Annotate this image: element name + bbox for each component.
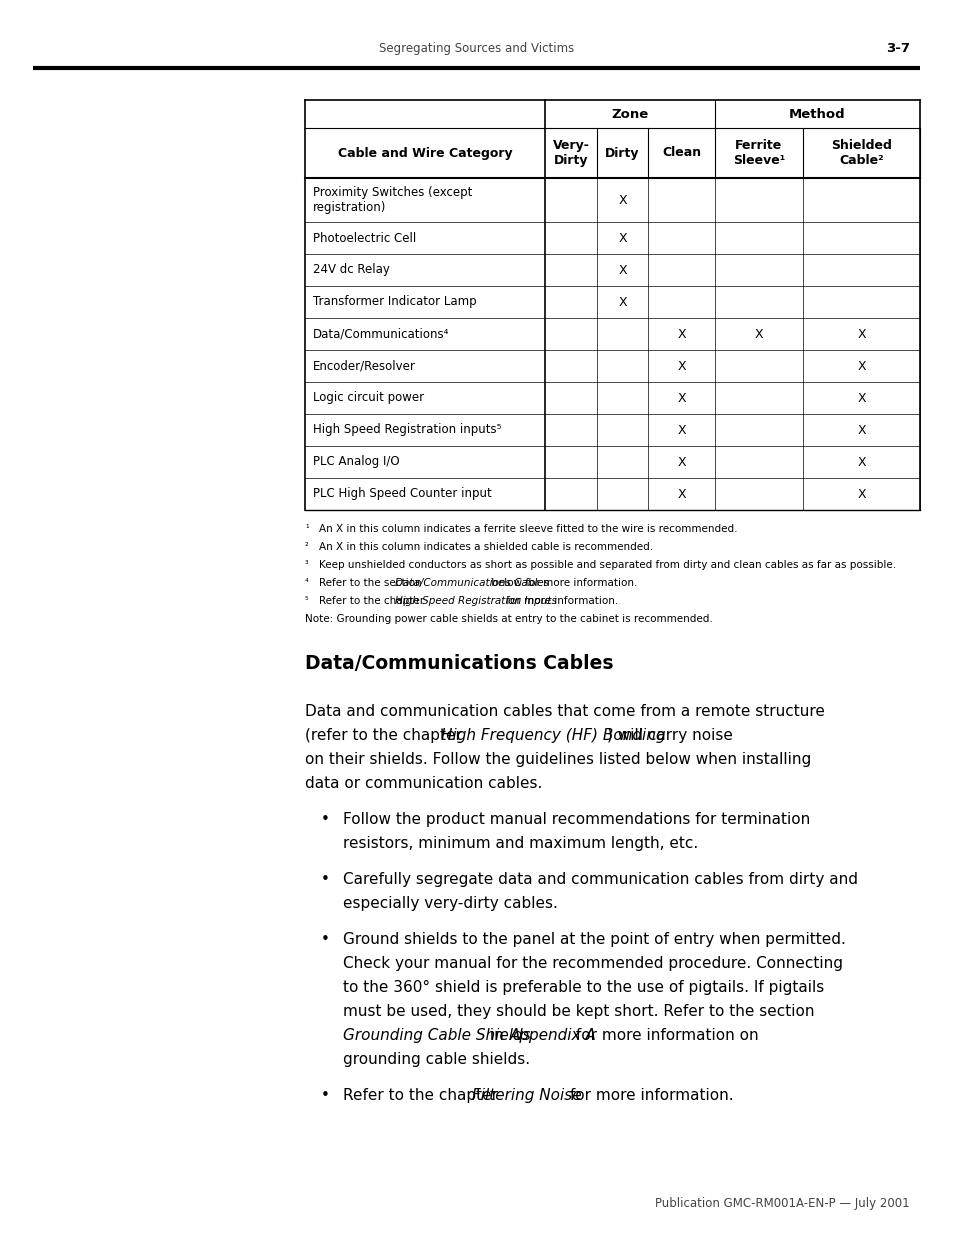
Text: X: X [677,456,685,468]
Text: High Speed Registration inputs⁵: High Speed Registration inputs⁵ [313,424,501,436]
Text: X: X [857,488,865,500]
Text: High Speed Registration Inputs: High Speed Registration Inputs [395,597,556,606]
Text: in: in [484,1028,508,1044]
Text: Follow the product manual recommendations for termination: Follow the product manual recommendation… [343,811,809,827]
Text: (refer to the chapter: (refer to the chapter [305,727,466,743]
Text: Check your manual for the recommended procedure. Connecting: Check your manual for the recommended pr… [343,956,842,971]
Text: An X in this column indicates a ferrite sleeve fitted to the wire is recommended: An X in this column indicates a ferrite … [318,524,737,534]
Text: Segregating Sources and Victims: Segregating Sources and Victims [379,42,574,56]
Text: X: X [677,359,685,373]
Text: resistors, minimum and maximum length, etc.: resistors, minimum and maximum length, e… [343,836,698,851]
Text: Refer to the chapter: Refer to the chapter [318,597,427,606]
Text: X: X [677,424,685,436]
Text: X: X [677,488,685,500]
Text: Very-
Dirty: Very- Dirty [552,140,589,167]
Text: for more information on: for more information on [570,1028,758,1044]
Text: ³: ³ [305,559,309,569]
Text: Photoelectric Cell: Photoelectric Cell [313,231,416,245]
Text: Method: Method [788,107,845,121]
Text: PLC High Speed Counter input: PLC High Speed Counter input [313,488,491,500]
Text: X: X [618,194,626,206]
Text: X: X [618,295,626,309]
Text: High Frequency (HF) Bonding: High Frequency (HF) Bonding [440,727,664,743]
Text: Shielded
Cable²: Shielded Cable² [830,140,891,167]
Text: ⁵: ⁵ [305,597,309,605]
Text: X: X [857,456,865,468]
Text: Data/Communications Cables: Data/Communications Cables [305,655,613,673]
Text: ) will carry noise: ) will carry noise [606,727,732,743]
Text: Transformer Indicator Lamp: Transformer Indicator Lamp [313,295,476,309]
Text: Logic circuit power: Logic circuit power [313,391,424,405]
Text: Keep unshielded conductors as short as possible and separated from dirty and cle: Keep unshielded conductors as short as p… [318,559,895,571]
Text: ²: ² [305,542,309,551]
Text: Carefully segregate data and communication cables from dirty and: Carefully segregate data and communicati… [343,872,857,887]
Text: X: X [857,424,865,436]
Text: Grounding Cable Shields: Grounding Cable Shields [343,1028,530,1044]
Text: Filtering Noise: Filtering Noise [472,1088,581,1103]
Text: Dirty: Dirty [604,147,639,159]
Text: Proximity Switches (except
registration): Proximity Switches (except registration) [313,186,472,214]
Text: to the 360° shield is preferable to the use of pigtails. If pigtails: to the 360° shield is preferable to the … [343,981,823,995]
Text: X: X [857,359,865,373]
Text: ¹: ¹ [305,524,309,534]
Text: X: X [857,391,865,405]
Text: X: X [857,327,865,341]
Text: Publication GMC-RM001A-EN-P — July 2001: Publication GMC-RM001A-EN-P — July 2001 [655,1197,909,1210]
Text: Encoder/Resolver: Encoder/Resolver [313,359,416,373]
Text: X: X [618,231,626,245]
Text: 24V dc Relay: 24V dc Relay [313,263,390,277]
Text: •: • [320,932,329,947]
Text: Ground shields to the panel at the point of entry when permitted.: Ground shields to the panel at the point… [343,932,845,947]
Text: data or communication cables.: data or communication cables. [305,776,542,790]
Text: X: X [754,327,762,341]
Text: Data/Communications⁴: Data/Communications⁴ [313,327,449,341]
Text: Zone: Zone [611,107,648,121]
Text: PLC Analog I/O: PLC Analog I/O [313,456,399,468]
Text: below for more information.: below for more information. [488,578,637,588]
Text: Data/Communications Cables: Data/Communications Cables [395,578,548,588]
Text: Note: Grounding power cable shields at entry to the cabinet is recommended.: Note: Grounding power cable shields at e… [305,614,712,624]
Text: Clean: Clean [661,147,700,159]
Text: •: • [320,872,329,887]
Text: •: • [320,1088,329,1103]
Text: for more information.: for more information. [564,1088,733,1103]
Text: on their shields. Follow the guidelines listed below when installing: on their shields. Follow the guidelines … [305,752,810,767]
Text: Refer to the chapter: Refer to the chapter [343,1088,502,1103]
Text: X: X [677,327,685,341]
Text: Refer to the section: Refer to the section [318,578,424,588]
Text: An X in this column indicates a shielded cable is recommended.: An X in this column indicates a shielded… [318,542,653,552]
Text: for more information.: for more information. [502,597,618,606]
Text: Cable and Wire Category: Cable and Wire Category [337,147,512,159]
Text: must be used, they should be kept short. Refer to the section: must be used, they should be kept short.… [343,1004,814,1019]
Text: ⁴: ⁴ [305,578,309,587]
Text: X: X [677,391,685,405]
Text: grounding cable shields.: grounding cable shields. [343,1052,530,1067]
Text: especially very-dirty cables.: especially very-dirty cables. [343,897,558,911]
Text: Appendix A: Appendix A [509,1028,596,1044]
Text: Ferrite
Sleeve¹: Ferrite Sleeve¹ [732,140,784,167]
Text: 3-7: 3-7 [885,42,909,56]
Text: Data and communication cables that come from a remote structure: Data and communication cables that come … [305,704,824,719]
Text: X: X [618,263,626,277]
Text: •: • [320,811,329,827]
